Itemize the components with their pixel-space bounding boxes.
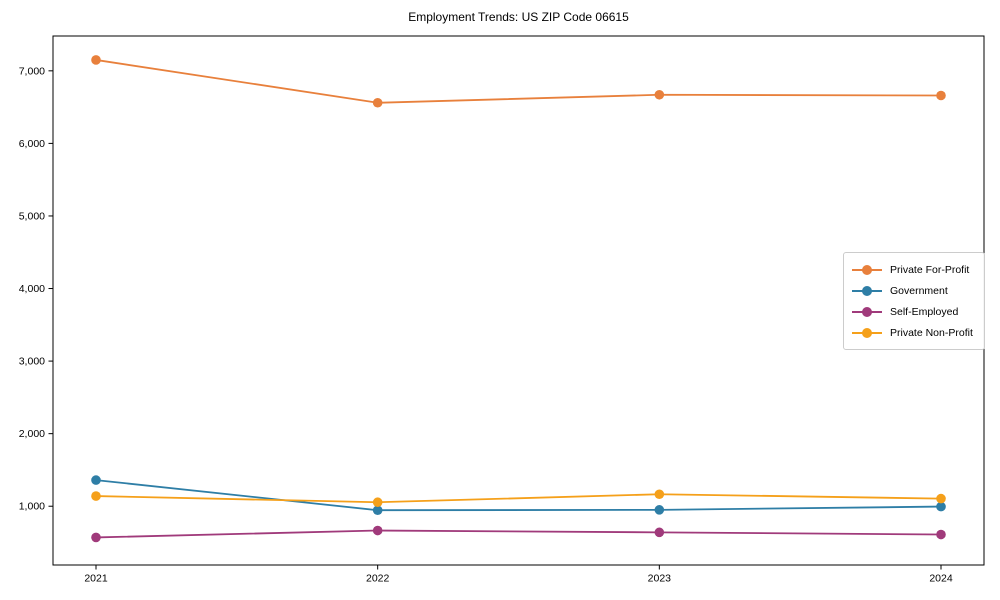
- legend-label: Government: [890, 284, 948, 297]
- x-tick-label: 2023: [648, 573, 672, 585]
- data-point-marker: [91, 475, 101, 485]
- chart-title: Employment Trends: US ZIP Code 06615: [408, 10, 629, 24]
- y-tick-label: 7,000: [19, 65, 45, 77]
- y-tick-label: 6,000: [19, 138, 45, 150]
- legend-line-marker-icon: [852, 264, 882, 276]
- data-point-marker: [654, 489, 665, 500]
- data-point-marker: [654, 505, 665, 515]
- legend-label: Private For-Profit: [890, 263, 970, 276]
- legend-line-marker-icon: [852, 306, 882, 318]
- legend-item-private-for-profit: Private For-Profit: [852, 259, 976, 280]
- data-point-marker: [372, 497, 383, 508]
- series-line-self-employed: [95, 529, 942, 539]
- y-tick-label: 2,000: [19, 428, 45, 440]
- data-point-marker: [936, 90, 946, 101]
- legend-line-marker-icon: [852, 327, 882, 339]
- series-line-government: [95, 479, 942, 512]
- y-tick-label: 1,000: [19, 501, 45, 513]
- data-point-marker: [936, 501, 946, 512]
- data-point-marker: [936, 493, 946, 504]
- data-point-marker: [91, 532, 101, 543]
- x-tick-label: 2022: [366, 573, 390, 585]
- legend-item-private-non-profit: Private Non-Profit: [852, 322, 976, 343]
- y-tick-label: 4,000: [19, 283, 45, 295]
- data-point-marker: [372, 525, 383, 536]
- data-point-marker: [654, 89, 665, 100]
- series-line-private-non-profit: [95, 493, 942, 504]
- x-tick-label: 2024: [929, 573, 953, 585]
- data-point-marker: [91, 491, 101, 501]
- data-point-marker: [372, 505, 383, 516]
- chart-legend: Private For-Profit Government Self-Emplo…: [843, 252, 985, 350]
- legend-line-marker-icon: [852, 285, 882, 297]
- series-line-private-for-profit: [95, 59, 942, 104]
- legend-label: Private Non-Profit: [890, 326, 973, 339]
- legend-label: Self-Employed: [890, 305, 959, 318]
- data-point-marker: [91, 55, 101, 65]
- legend-item-government: Government: [852, 280, 976, 301]
- data-point-marker: [372, 97, 383, 108]
- legend-item-self-employed: Self-Employed: [852, 301, 976, 322]
- x-tick-label: 2021: [84, 573, 108, 585]
- data-point-marker: [654, 527, 665, 538]
- y-tick-label: 3,000: [19, 356, 45, 368]
- data-point-marker: [936, 529, 946, 540]
- y-tick-label: 5,000: [19, 210, 45, 222]
